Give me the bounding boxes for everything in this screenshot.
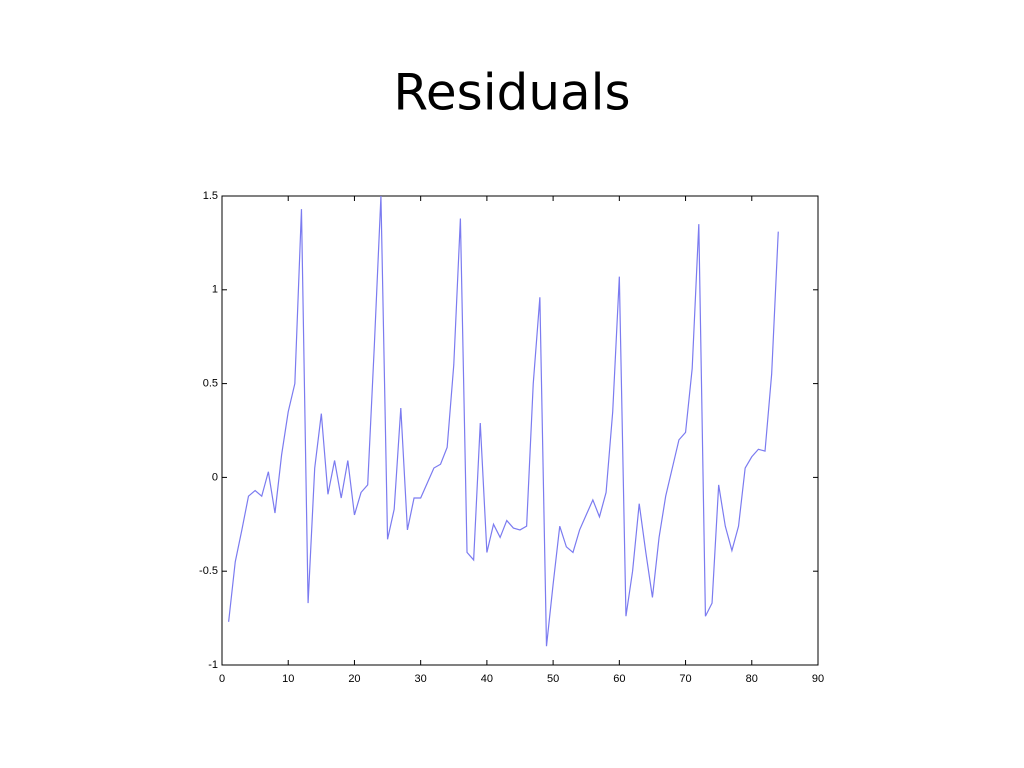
chart-title: Residuals: [393, 64, 630, 122]
y-tick-label: 1.5: [203, 190, 218, 202]
x-tick-label: 80: [746, 673, 758, 685]
plot-frame: [221, 195, 819, 666]
y-tick-label: -0.5: [199, 565, 218, 577]
y-tick-label: 1: [212, 284, 218, 296]
x-tick-label: 10: [282, 673, 294, 685]
x-tick-label: 50: [547, 673, 559, 685]
y-tick-label: -1: [208, 659, 218, 671]
x-tick-label: 0: [219, 673, 225, 685]
y-tick-label: 0: [212, 471, 218, 483]
y-tick-label: 0.5: [203, 378, 218, 390]
x-tick-label: 30: [415, 673, 427, 685]
x-tick-label: 20: [348, 673, 360, 685]
x-tick-label: 60: [613, 673, 625, 685]
x-tick-label: 90: [812, 673, 824, 685]
x-tick-label: 70: [679, 673, 691, 685]
data-line: [228, 195, 779, 647]
x-tick-label: 40: [481, 673, 493, 685]
